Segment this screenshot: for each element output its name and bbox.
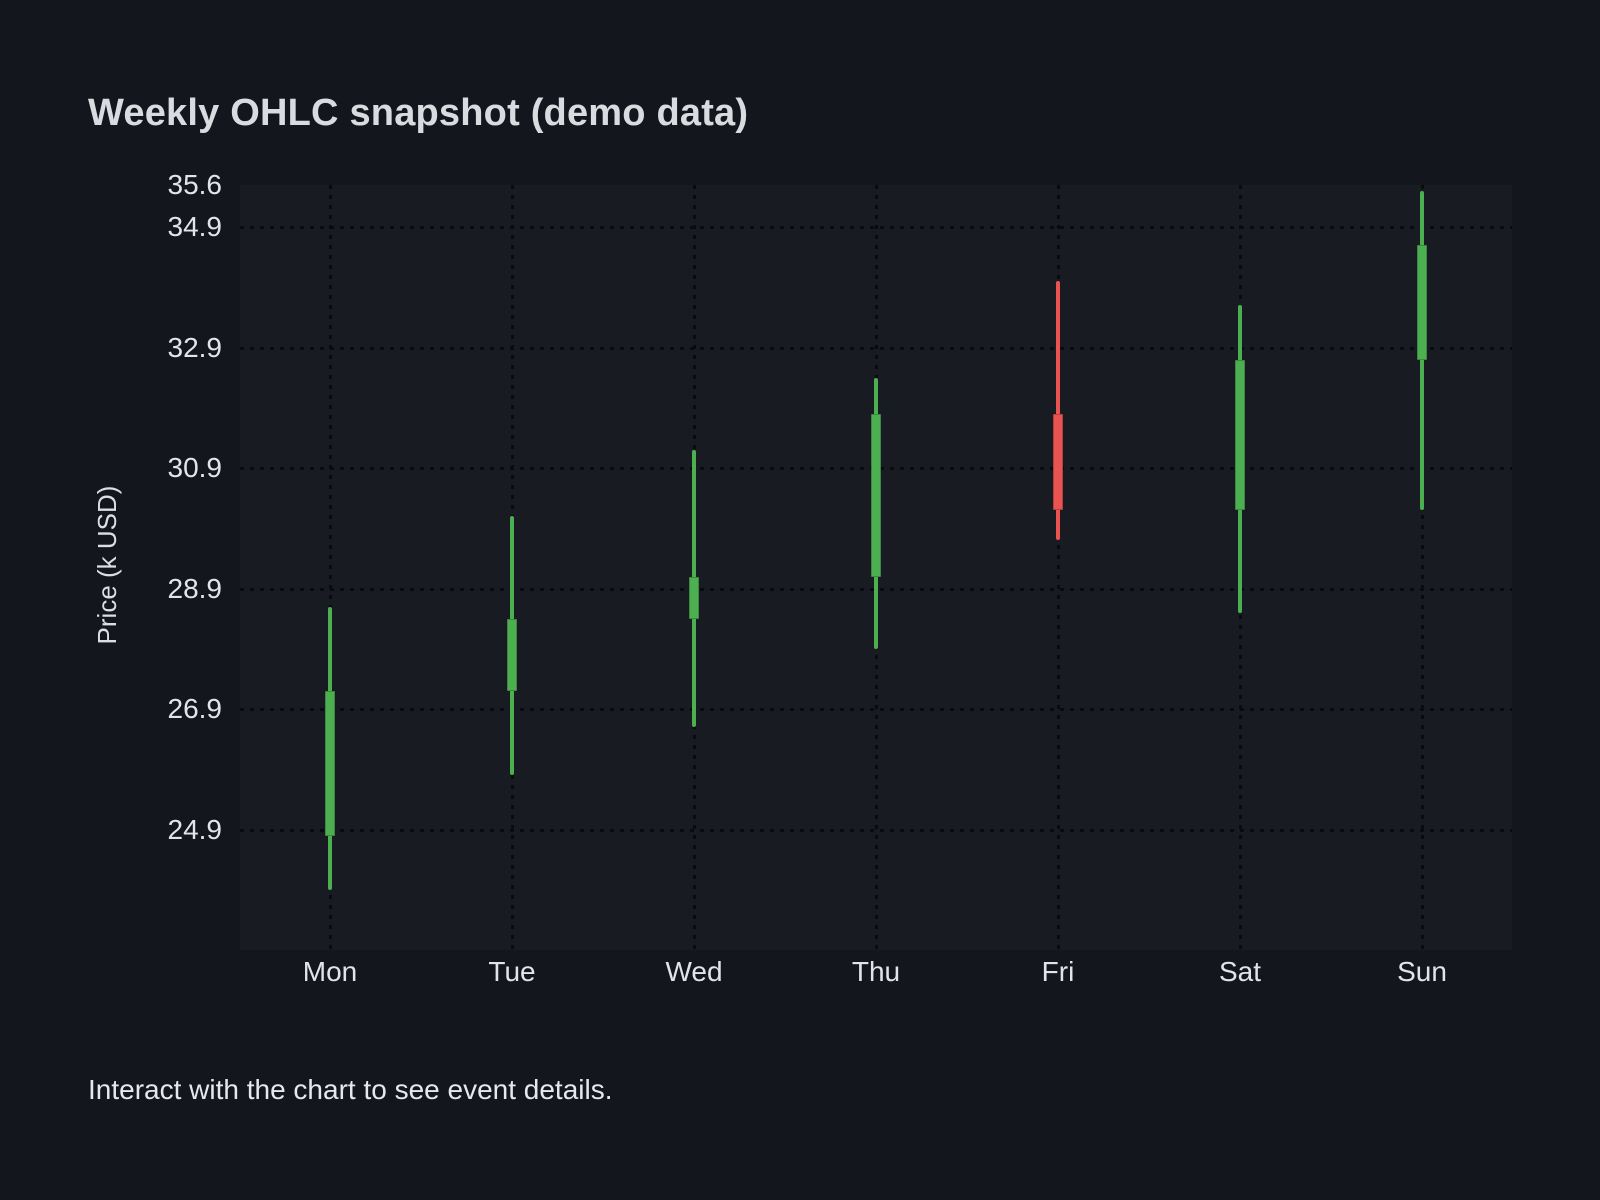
chart-caption: Interact with the chart to see event det… [88, 1074, 613, 1105]
candle-body-fri[interactable] [1053, 413, 1063, 511]
x-tick-label: Tue [488, 956, 536, 987]
chart-title: Weekly OHLC snapshot (demo data) [88, 92, 749, 134]
v-gridline [1421, 185, 1424, 950]
x-tick-label: Sun [1397, 956, 1447, 987]
v-gridline [329, 185, 332, 950]
y-tick-label: 30.9 [167, 452, 223, 484]
y-tick-label: 35.6 [167, 169, 223, 200]
x-tick-label: Wed [665, 956, 723, 987]
plot-area[interactable]: Price (k USD) 35.6 34.9 32.9 30.9 28.9 26.9 24… [92, 170, 1512, 987]
y-tick-label: 26.9 [167, 693, 223, 725]
x-tick-label: Fri [1041, 956, 1075, 987]
x-tick-label: Sat [1218, 956, 1262, 987]
y-tick-label: 34.9 [167, 211, 223, 243]
candle-body-tue[interactable] [507, 618, 517, 691]
candle-body-mon[interactable] [325, 690, 335, 836]
y-tick-label: 24.9 [167, 813, 223, 845]
v-gridline [1057, 185, 1060, 950]
candle-body-wed[interactable] [689, 576, 699, 619]
x-tick-label: Thu [851, 956, 901, 987]
x-tick-label: Mon [302, 956, 358, 987]
candle-body-sun[interactable] [1417, 245, 1427, 360]
candle-wick-fri[interactable] [1056, 281, 1060, 541]
y-tick-label: 28.9 [167, 572, 223, 604]
candle-body-thu[interactable] [871, 413, 881, 577]
candle-body-sat[interactable] [1235, 359, 1245, 511]
y-tick-label: 32.9 [167, 331, 223, 363]
